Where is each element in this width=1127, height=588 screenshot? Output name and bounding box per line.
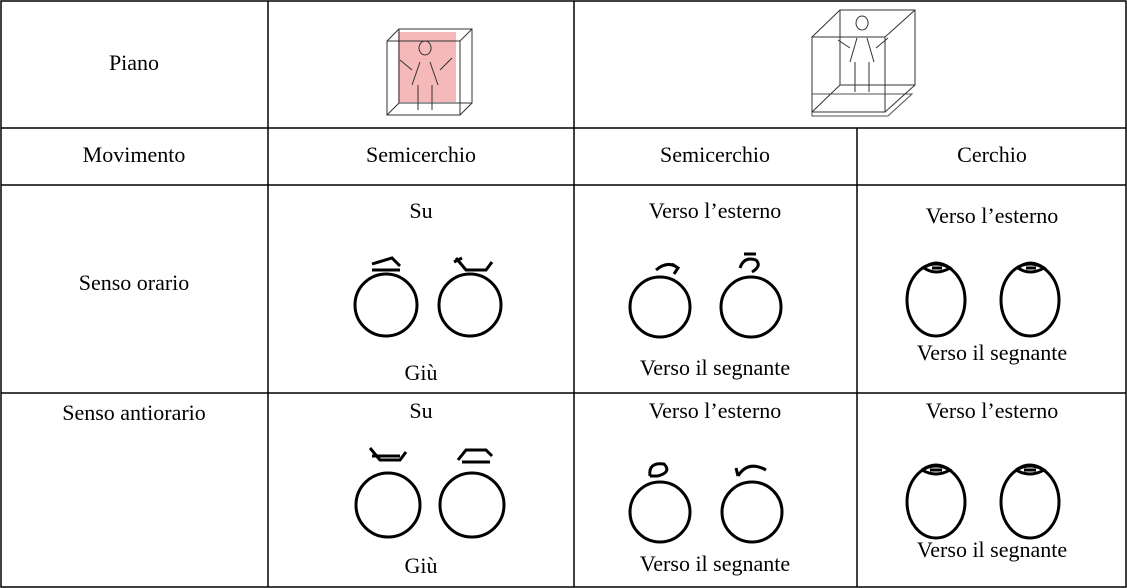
- cell-bottom: Verso il segnante: [917, 537, 1067, 562]
- cell-top: Su: [409, 398, 432, 423]
- plane-label: Piano: [109, 50, 159, 75]
- header-cell: Semicerchio: [660, 142, 770, 167]
- row-label: Senso antiorario: [62, 400, 206, 425]
- header-cell: Movimento: [83, 142, 186, 167]
- cell-bottom: Giù: [405, 553, 438, 578]
- cell-top: Su: [409, 198, 432, 223]
- header-cell: Semicerchio: [366, 142, 476, 167]
- cell-bottom: Verso il segnante: [640, 355, 790, 380]
- cell-bottom: Giù: [405, 360, 438, 385]
- header-cell: Cerchio: [957, 142, 1027, 167]
- cell-bottom: Verso il segnante: [917, 340, 1067, 365]
- cell-bottom: Verso il segnante: [640, 551, 790, 576]
- cell-top: Verso l’esterno: [649, 398, 782, 423]
- cell-top: Verso l’esterno: [926, 203, 1059, 228]
- horizontal-plane-icon: [811, 9, 916, 117]
- vertical-plane-icon: [386, 28, 473, 116]
- cell-top: Verso l’esterno: [649, 198, 782, 223]
- cell-top: Verso l’esterno: [926, 398, 1059, 423]
- row-label: Senso orario: [79, 270, 190, 295]
- movement-icons: [353, 252, 1061, 339]
- movement-icons: [354, 447, 1061, 544]
